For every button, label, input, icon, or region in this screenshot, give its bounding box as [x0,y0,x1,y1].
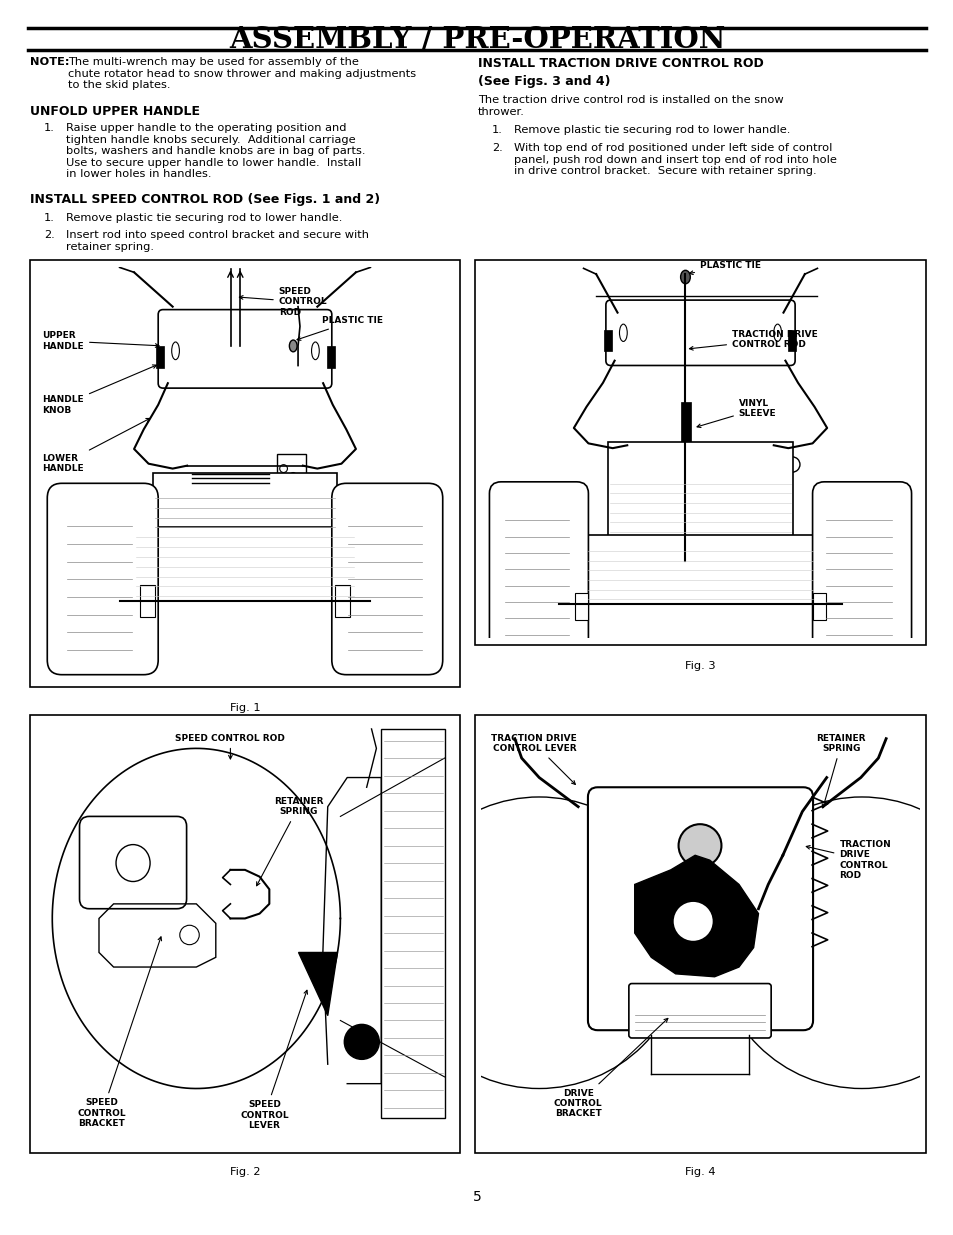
Bar [153,473,336,532]
Ellipse shape [312,342,319,359]
Text: 1.: 1. [44,212,55,224]
Text: DRIVE
CONTROL
BRACKET: DRIVE CONTROL BRACKET [554,1019,667,1119]
Circle shape [179,925,199,945]
Text: LOWER
HANDLE: LOWER HANDLE [43,419,150,473]
Text: 2.: 2. [492,143,502,153]
Bar [586,535,814,604]
Text: Insert rod into speed control bracket and secure with
retainer spring.: Insert rod into speed control bracket an… [66,230,369,252]
FancyBboxPatch shape [48,483,158,674]
Bar [156,346,164,368]
Text: PLASTIC TIE: PLASTIC TIE [689,262,760,274]
Text: NOTE:: NOTE: [30,57,70,67]
Text: The multi-wrench may be used for assembly of the
chute rotator head to snow thro: The multi-wrench may be used for assembl… [68,57,416,90]
Ellipse shape [116,845,150,882]
Text: Fig. 2: Fig. 2 [230,1167,260,1177]
Circle shape [678,824,720,867]
Text: Remove plastic tie securing rod to lower handle.: Remove plastic tie securing rod to lower… [514,125,789,135]
Bar [134,527,355,601]
Bar [475,715,925,1153]
FancyBboxPatch shape [489,482,588,655]
Text: HANDLE
KNOB: HANDLE KNOB [43,364,156,415]
Ellipse shape [289,340,296,352]
Text: VINYL
SLEEVE: VINYL SLEEVE [697,399,776,427]
Circle shape [279,464,287,473]
Text: INSTALL SPEED CONTROL ROD (See Figs. 1 and 2): INSTALL SPEED CONTROL ROD (See Figs. 1 a… [30,193,379,206]
Text: Fig. 4: Fig. 4 [684,1167,715,1177]
Text: (See Figs. 3 and 4): (See Figs. 3 and 4) [477,75,610,88]
Circle shape [344,1024,379,1060]
Bar [575,593,588,620]
FancyBboxPatch shape [628,983,770,1037]
Bar [276,454,306,483]
Ellipse shape [773,324,781,341]
Bar [787,330,795,351]
Text: UPPER
HANDLE: UPPER HANDLE [43,331,159,351]
Text: 1.: 1. [492,125,502,135]
Polygon shape [634,856,758,977]
Polygon shape [298,952,337,1015]
Text: TRACTION DRIVE
CONTROL ROD: TRACTION DRIVE CONTROL ROD [689,330,817,351]
Text: RETAINER
SPRING: RETAINER SPRING [256,797,323,885]
Text: TRACTION DRIVE
CONTROL LEVER: TRACTION DRIVE CONTROL LEVER [491,734,577,784]
Text: 1.: 1. [44,124,55,133]
Text: SPEED
CONTROL
LEVER: SPEED CONTROL LEVER [240,990,307,1130]
Circle shape [290,473,295,478]
Text: Remove plastic tie securing rod to lower handle.: Remove plastic tie securing rod to lower… [66,212,342,224]
Ellipse shape [673,902,712,941]
Text: UNFOLD UPPER HANDLE: UNFOLD UPPER HANDLE [30,105,200,119]
Circle shape [783,457,800,472]
Text: ASSEMBLY / PRE-OPERATION: ASSEMBLY / PRE-OPERATION [229,25,724,53]
FancyBboxPatch shape [332,483,442,674]
Bar [335,585,350,616]
Text: With top end of rod positioned under left side of control
panel, push rod down a: With top end of rod positioned under lef… [514,143,836,177]
Text: RETAINER
SPRING: RETAINER SPRING [816,734,865,808]
Text: TRACTION
DRIVE
CONTROL
ROD: TRACTION DRIVE CONTROL ROD [805,840,890,881]
Text: SPEED
CONTROL
ROD: SPEED CONTROL ROD [239,287,327,317]
Text: SPEED
CONTROL
BRACKET: SPEED CONTROL BRACKET [77,937,161,1128]
Text: INSTALL TRACTION DRIVE CONTROL ROD: INSTALL TRACTION DRIVE CONTROL ROD [477,57,763,70]
Bar [475,261,925,645]
Bar [140,585,155,616]
Ellipse shape [618,324,626,341]
Text: Fig. 3: Fig. 3 [684,661,715,671]
Ellipse shape [679,270,690,284]
Bar [603,330,611,351]
Text: Raise upper handle to the operating position and
tighten handle knobs securely. : Raise upper handle to the operating posi… [66,124,365,179]
FancyBboxPatch shape [79,816,187,909]
Text: SPEED CONTROL ROD: SPEED CONTROL ROD [175,734,285,760]
Bar [30,715,459,1153]
Bar [30,261,459,687]
FancyBboxPatch shape [605,300,794,366]
Text: Fig. 1: Fig. 1 [230,703,260,713]
Bar [327,346,335,368]
Text: 5: 5 [472,1191,481,1204]
FancyBboxPatch shape [158,310,332,388]
FancyBboxPatch shape [812,482,911,655]
Bar [679,403,691,454]
FancyBboxPatch shape [587,787,812,1030]
Text: The traction drive control rod is installed on the snow
thrower.: The traction drive control rod is instal… [477,95,782,116]
Bar [607,442,792,537]
Bar [812,593,825,620]
Text: 2.: 2. [44,230,54,240]
Ellipse shape [172,342,179,359]
Text: PLASTIC TIE: PLASTIC TIE [296,316,383,341]
